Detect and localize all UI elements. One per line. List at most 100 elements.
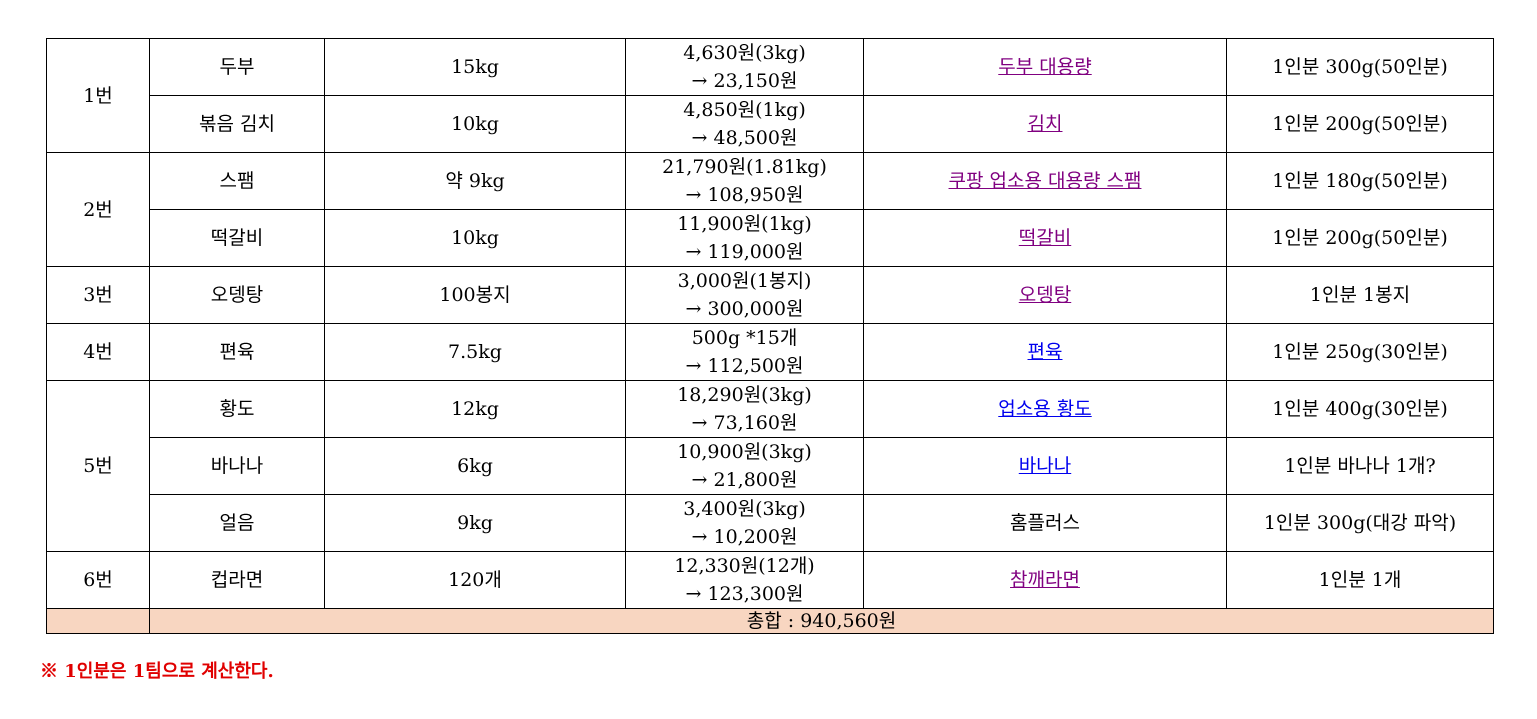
item-cell: 얼음 [149, 494, 325, 552]
table-row: 볶음 김치 10kg 4,850원(1kg) → 48,500원 김치 1인분 … [47, 95, 1494, 153]
table-row: 얼음 9kg 3,400원(3kg) → 10,200원 홈플러스 1인분 30… [47, 494, 1494, 552]
source-link[interactable]: 바나나 [1018, 455, 1072, 477]
group-cell: 3번 [46, 266, 150, 324]
total-spacer-cell [46, 608, 150, 634]
portion-cell: 1인분 250g(30인분) [1226, 323, 1494, 381]
source-link[interactable]: 참깨라면 [1010, 569, 1080, 591]
line-total: → 48,500원 [691, 127, 798, 149]
budget-table: 1번 두부 15kg 4,630원(3kg) → 23,150원 두부 대용량 … [46, 38, 1494, 634]
item-cell: 오뎅탕 [149, 266, 325, 324]
source-cell: 두부 대용량 [863, 38, 1227, 96]
qty-cell: 9kg [324, 494, 626, 552]
group-cell: 1번 [46, 38, 150, 153]
source-cell: 오뎅탕 [863, 266, 1227, 324]
portion-cell: 1인분 200g(50인분) [1226, 95, 1494, 153]
source-link[interactable]: 업소용 황도 [998, 398, 1092, 420]
table-row: 5번 황도 12kg 18,290원(3kg) → 73,160원 업소용 황도… [46, 380, 1494, 552]
qty-cell: 10kg [324, 95, 626, 153]
unit-price: 4,850원(1kg) [683, 99, 806, 121]
item-cell: 바나나 [149, 437, 325, 495]
line-total: → 23,150원 [691, 70, 798, 92]
unit-price: 18,290원(3kg) [677, 384, 812, 406]
unit-price: 11,900원(1kg) [677, 213, 812, 235]
price-cell: 4,630원(3kg) → 23,150원 [625, 38, 864, 96]
line-total: → 119,000원 [685, 241, 804, 263]
unit-price: 21,790원(1.81kg) [662, 156, 827, 178]
line-total: → 300,000원 [685, 298, 804, 320]
qty-cell: 6kg [324, 437, 626, 495]
footnote: ※ 1인분은 1팀으로 계산한다. [40, 661, 274, 682]
price-cell: 18,290원(3kg) → 73,160원 [625, 380, 864, 438]
unit-price: 10,900원(3kg) [677, 441, 812, 463]
price-cell: 500g *15개 → 112,500원 [625, 323, 864, 381]
source-link[interactable]: 편육 [1027, 341, 1063, 363]
table-row: 떡갈비 10kg 11,900원(1kg) → 119,000원 떡갈비 1인분… [47, 209, 1494, 267]
table-row: 3번 오뎅탕 100봉지 3,000원(1봉지) → 300,000원 오뎅탕 … [46, 266, 1494, 324]
portion-cell: 1인분 300g(대강 파악) [1226, 494, 1494, 552]
portion-cell: 1인분 400g(30인분) [1226, 380, 1494, 438]
qty-cell: 15kg [324, 38, 626, 96]
portion-cell: 1인분 180g(50인분) [1226, 152, 1494, 210]
portion-cell: 1인분 1개 [1226, 551, 1494, 609]
item-cell: 볶음 김치 [149, 95, 325, 153]
source-link[interactable]: 쿠팡 업소용 대용량 스팸 [948, 170, 1142, 192]
portion-cell: 1인분 200g(50인분) [1226, 209, 1494, 267]
qty-cell: 7.5kg [324, 323, 626, 381]
line-total: → 108,950원 [685, 184, 804, 206]
source-cell: 바나나 [863, 437, 1227, 495]
table-row: 바나나 6kg 10,900원(3kg) → 21,800원 바나나 1인분 바… [47, 437, 1494, 495]
price-cell: 3,000원(1봉지) → 300,000원 [625, 266, 864, 324]
item-cell: 스팸 [149, 152, 325, 210]
total-row: 총합 : 940,560원 [46, 608, 1494, 634]
price-cell: 10,900원(3kg) → 21,800원 [625, 437, 864, 495]
group-cell: 6번 [46, 551, 150, 609]
item-cell: 떡갈비 [149, 209, 325, 267]
source-link[interactable]: 김치 [1027, 113, 1063, 135]
grand-total: 총합 : 940,560원 [149, 608, 1494, 634]
source-cell: 참깨라면 [863, 551, 1227, 609]
portion-cell: 1인분 1봉지 [1226, 266, 1494, 324]
line-total: → 73,160원 [691, 412, 798, 434]
unit-price: 4,630원(3kg) [683, 42, 806, 64]
source-link[interactable]: 오뎅탕 [1018, 284, 1072, 306]
table-row: 1번 두부 15kg 4,630원(3kg) → 23,150원 두부 대용량 … [46, 38, 1494, 153]
portion-cell: 1인분 바나나 1개? [1226, 437, 1494, 495]
qty-cell: 12kg [324, 380, 626, 438]
source-cell: 떡갈비 [863, 209, 1227, 267]
qty-cell: 100봉지 [324, 266, 626, 324]
source-cell: 쿠팡 업소용 대용량 스팸 [863, 152, 1227, 210]
price-cell: 21,790원(1.81kg) → 108,950원 [625, 152, 864, 210]
price-cell: 12,330원(12개) → 123,300원 [625, 551, 864, 609]
line-total: → 10,200원 [691, 526, 798, 548]
source-cell: 편육 [863, 323, 1227, 381]
source-link[interactable]: 두부 대용량 [998, 56, 1092, 78]
qty-cell: 10kg [324, 209, 626, 267]
group-cell: 5번 [46, 380, 150, 552]
table-row: 2번 스팸 약 9kg 21,790원(1.81kg) → 108,950원 쿠… [46, 152, 1494, 267]
source-cell: 김치 [863, 95, 1227, 153]
group-cell: 2번 [46, 152, 150, 267]
unit-price: 12,330원(12개) [674, 555, 815, 577]
source-cell: 홈플러스 [863, 494, 1227, 552]
price-cell: 11,900원(1kg) → 119,000원 [625, 209, 864, 267]
item-cell: 편육 [149, 323, 325, 381]
qty-cell: 약 9kg [324, 152, 626, 210]
qty-cell: 120개 [324, 551, 626, 609]
group-cell: 4번 [46, 323, 150, 381]
unit-price: 3,000원(1봉지) [677, 270, 812, 292]
unit-price: 500g *15개 [691, 327, 798, 349]
source-link[interactable]: 떡갈비 [1018, 227, 1072, 249]
item-cell: 황도 [149, 380, 325, 438]
line-total: → 123,300원 [685, 583, 804, 605]
portion-cell: 1인분 300g(50인분) [1226, 38, 1494, 96]
item-cell: 컵라면 [149, 551, 325, 609]
table-row: 4번 편육 7.5kg 500g *15개 → 112,500원 편육 1인분 … [46, 323, 1494, 381]
price-cell: 3,400원(3kg) → 10,200원 [625, 494, 864, 552]
item-cell: 두부 [149, 38, 325, 96]
price-cell: 4,850원(1kg) → 48,500원 [625, 95, 864, 153]
unit-price: 3,400원(3kg) [683, 498, 806, 520]
line-total: → 21,800원 [691, 469, 798, 491]
table-row: 6번 컵라면 120개 12,330원(12개) → 123,300원 참깨라면… [46, 551, 1494, 609]
source-cell: 업소용 황도 [863, 380, 1227, 438]
line-total: → 112,500원 [685, 355, 804, 377]
